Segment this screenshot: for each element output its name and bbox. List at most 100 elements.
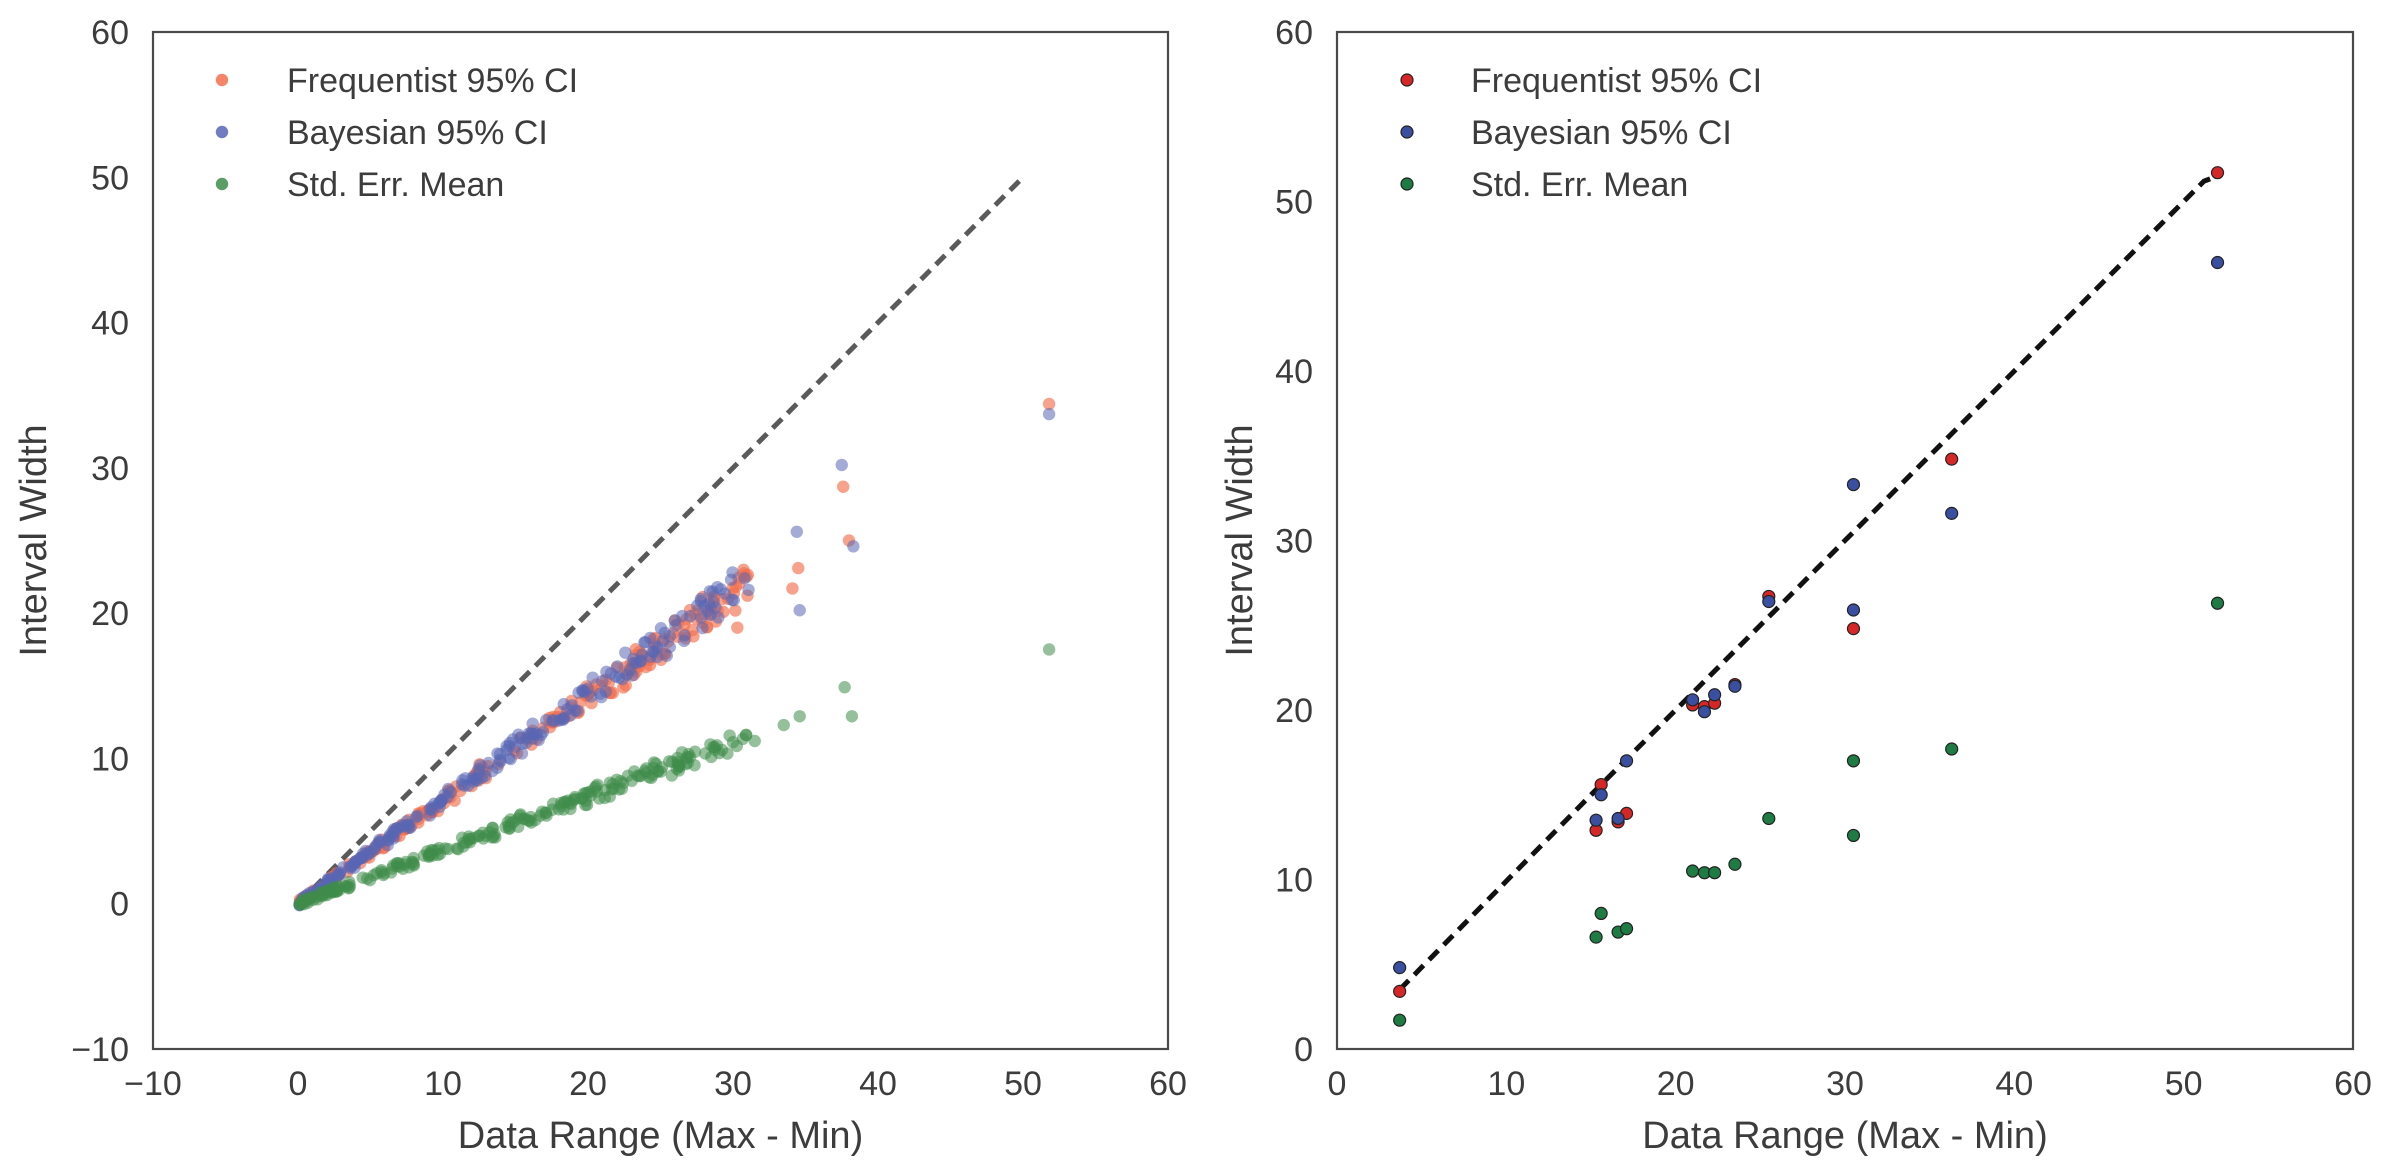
data-point [475,771,488,784]
data-point [598,791,611,805]
data-point [643,631,657,645]
data-point [315,889,329,902]
data-point [725,593,739,607]
data-point [2210,596,2225,610]
x-tick-label: 0 [1328,1065,1347,1103]
data-point [584,789,597,802]
data-point [594,687,607,700]
legend-label: Bayesian 95% CI [1471,114,1732,152]
left-scatter-panel: −10 0 10 20 30 40 50 60 −10 0 10 20 30 40 50 60 Data Ran… [13,14,1187,1157]
legend-label: Bayesian 95% CI [287,114,548,152]
x-tick-label: 30 [1826,1065,1864,1103]
x-axis-label: Data Range (Max - Min) [1642,1115,2047,1157]
data-point [705,750,718,764]
data-point [384,866,398,879]
legend: Frequentist 95% CI Bayesian 95% CI Std. Er… [1400,62,1762,204]
legend-marker [1400,125,1414,139]
data-point [1708,866,1722,880]
data-point [486,764,499,778]
y-tick-label: 10 [1275,862,1313,900]
x-tick-label: 30 [714,1065,752,1103]
y-axis-label: Interval Width [1219,424,1261,656]
data-point [574,792,587,805]
y-tick-label: 20 [1275,692,1313,730]
y-axis-label: Interval Width [13,424,55,656]
data-point [298,893,311,906]
data-point [748,734,761,748]
y-tick-label: 40 [1275,353,1313,391]
data-point [546,797,560,810]
data-point [663,755,676,768]
data-point [730,739,743,753]
x-tick-label: −10 [124,1065,182,1103]
data-point [729,604,742,617]
y-tick-label: 30 [91,450,129,488]
legend-label: Frequentist 95% CI [287,62,578,100]
data-point [529,813,542,827]
data-point [441,842,455,856]
x-tick-label: 10 [1487,1065,1525,1103]
data-point [704,738,717,751]
data-point [1846,754,1861,768]
data-point [398,858,411,871]
data-point [472,829,486,843]
data-point [660,649,673,662]
y-tick-label: 20 [91,595,129,633]
data-point [337,861,350,874]
legend-marker [215,73,229,87]
data-point [1611,811,1625,826]
data-point [777,718,790,732]
data-point [420,845,434,858]
data-point [688,759,701,772]
y-tick-label: −10 [71,1031,129,1069]
data-point [539,806,553,820]
data-point [581,682,594,695]
data-point [669,619,682,632]
data-point [845,710,859,723]
data-point [474,759,487,772]
data-point [458,779,471,792]
data-point [1762,811,1776,826]
data-point [696,621,709,635]
plot-area [293,175,1056,912]
data-point [1589,813,1603,827]
data-point [486,821,499,834]
legend-label: Frequentist 95% CI [1471,62,1762,100]
data-point [526,717,539,730]
data-point [2210,166,2225,180]
data-point [714,583,728,596]
series-2 [293,643,1056,912]
data-point [793,604,806,617]
data-point [563,796,576,809]
data-point [677,634,691,648]
data-point [547,715,560,728]
data-point [681,750,694,764]
x-axis-label: Data Range (Max - Min) [458,1115,863,1157]
data-point [663,630,676,643]
data-point [2210,255,2225,270]
data-point [628,765,641,778]
data-point [1762,594,1776,609]
data-point [407,858,420,871]
data-point [1393,961,1407,975]
series-1 [1393,255,2225,975]
data-point [1619,922,1634,936]
data-point [633,655,647,668]
data-point [349,855,363,868]
y-tick-label: 10 [91,740,129,778]
legend-label: Std. Err. Mean [287,166,504,204]
data-point [651,641,664,655]
data-point [1846,603,1861,617]
data-point [1697,705,1712,719]
plot-area [1393,166,2225,1027]
data-point [1589,930,1603,944]
data-point [786,582,799,595]
data-point [493,753,507,766]
x-tick-label: 10 [424,1065,462,1103]
y-tick-label: 0 [1294,1031,1313,1069]
data-point [847,540,860,553]
y-tick-label: 60 [1275,14,1313,52]
x-tick-label: 60 [2334,1065,2372,1103]
y-tick-label: 0 [110,886,129,924]
